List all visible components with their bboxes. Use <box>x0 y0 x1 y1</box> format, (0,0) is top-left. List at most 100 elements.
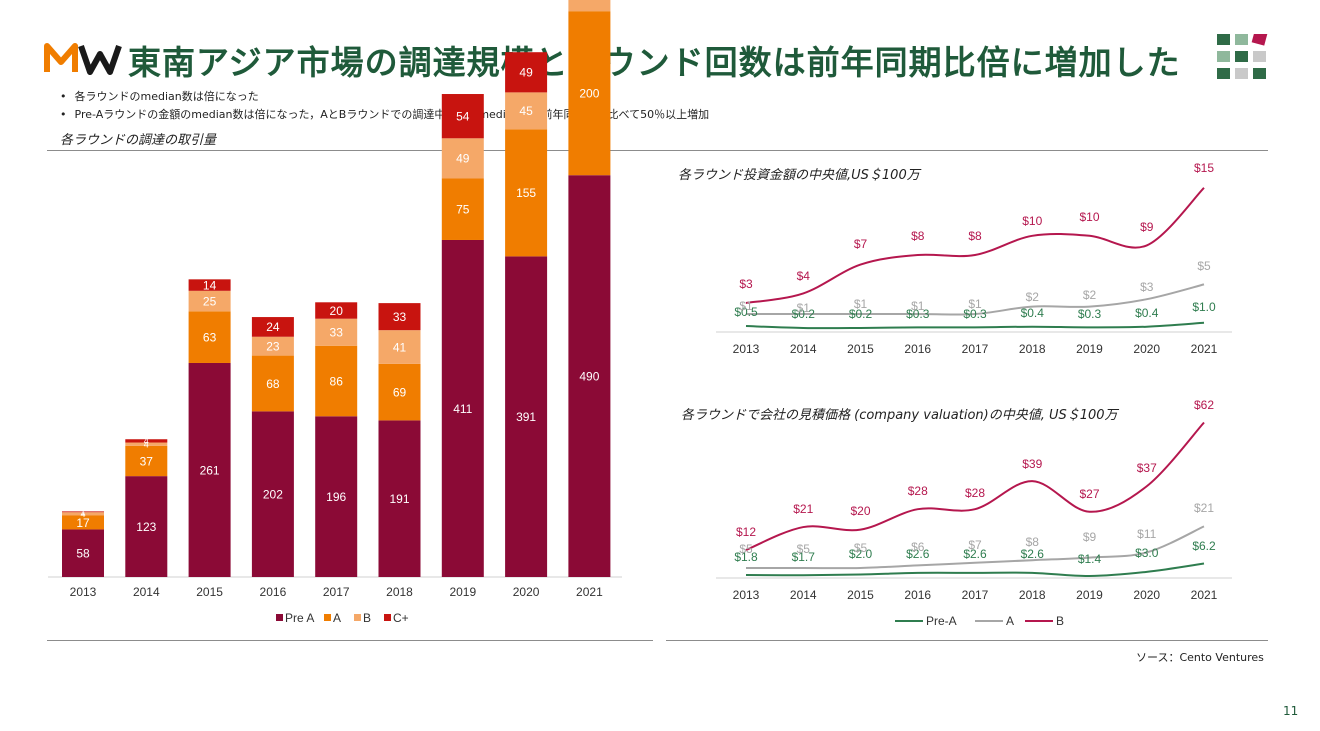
bullet-2: Pre-Aラウンドの金額のmedian数は倍になった，AとBラウンドでの調達中央… <box>60 106 710 122</box>
bar-pre-a-2018 <box>378 420 421 577</box>
data-label: $3.0 <box>1135 546 1159 560</box>
bar-value-label: 23 <box>266 339 280 353</box>
bar-value-label: 33 <box>330 326 344 340</box>
bar-pre-a-2017 <box>315 416 358 577</box>
bar-b-2018 <box>378 330 421 364</box>
data-label: $2.6 <box>906 547 930 561</box>
data-label: $1.4 <box>1078 552 1102 566</box>
data-label: $15 <box>1194 161 1214 175</box>
divider-bottom-right <box>666 640 1268 641</box>
bar-value-label: 14 <box>203 278 217 292</box>
bar-value-label: 200 <box>579 87 599 101</box>
x-tick-label: 2020 <box>1133 588 1160 602</box>
data-label: $2.0 <box>849 547 873 561</box>
data-label: $6.2 <box>1192 539 1216 553</box>
bar-a-2020 <box>505 129 548 257</box>
data-label: $11 <box>1137 527 1156 541</box>
grid-logo-icon <box>1217 34 1268 79</box>
bar-value-label: 45 <box>519 104 533 118</box>
data-label: $21 <box>793 502 813 516</box>
bar-value-label: 33 <box>393 310 407 324</box>
x-tick-label: 2021 <box>1191 588 1218 602</box>
x-tick-label: 2015 <box>847 342 874 356</box>
bar-x-tick-label: 2019 <box>449 585 476 599</box>
legend-label: B <box>363 611 371 625</box>
bar-x-tick-label: 2020 <box>513 585 540 599</box>
bar-value-label: 20 <box>330 304 344 318</box>
data-label: $7 <box>854 237 868 251</box>
data-label: $7 <box>968 538 982 552</box>
data-label: $37 <box>1137 461 1157 475</box>
data-label: $10 <box>1079 210 1099 224</box>
data-label: $0.3 <box>906 307 930 321</box>
bar-value-label: 54 <box>456 109 470 123</box>
bar-cplus-2014 <box>125 439 168 443</box>
x-tick-label: 2019 <box>1076 588 1103 602</box>
legend-label: B <box>1056 614 1064 628</box>
bar-b-2016 <box>251 336 294 356</box>
bar-b-2021 <box>568 0 611 12</box>
divider-top <box>47 150 1268 151</box>
legend-label: A <box>1006 614 1014 628</box>
bar-a-2021 <box>568 11 611 176</box>
x-tick-label: 2020 <box>1133 342 1160 356</box>
bar-cplus-2020 <box>505 52 548 93</box>
data-label: $0.3 <box>1078 307 1102 321</box>
bar-cplus-2013 <box>62 511 104 513</box>
bar-value-label: 49 <box>519 66 533 80</box>
data-label: $1 <box>911 299 925 313</box>
bar-b-2019 <box>441 138 484 179</box>
data-label: $8 <box>911 229 925 243</box>
bar-value-label: 1 <box>80 507 85 517</box>
x-tick-label: 2018 <box>1019 342 1046 356</box>
bar-pre-a-2020 <box>505 256 548 577</box>
data-label: $5 <box>1197 259 1211 273</box>
data-label: $1.8 <box>734 550 758 564</box>
data-label: $8 <box>1026 535 1040 549</box>
bar-b-2017 <box>315 318 358 346</box>
bar-value-label: 196 <box>326 490 346 504</box>
data-label: $3 <box>1140 280 1154 294</box>
data-label: $1 <box>968 297 982 311</box>
data-label: $10 <box>1022 214 1042 228</box>
bar-value-label: 155 <box>516 186 536 200</box>
legend-swatch <box>276 614 283 621</box>
data-label: $5 <box>854 541 868 555</box>
data-label: $1.7 <box>792 550 816 564</box>
bar-value-label: 4 <box>144 436 149 446</box>
bar-value-label: 202 <box>263 488 283 502</box>
bar-value-label: 63 <box>203 330 217 344</box>
bar-x-tick-label: 2018 <box>386 585 413 599</box>
bar-chart-title: 各ラウンドの調達の取引量 <box>60 133 217 148</box>
data-label: $1 <box>797 301 811 315</box>
bar-pre-a-2013 <box>62 529 104 577</box>
bar-value-label: 490 <box>579 369 599 383</box>
bar-value-label: 391 <box>516 410 536 424</box>
bar-a-2014 <box>125 445 168 477</box>
bar-x-tick-label: 2016 <box>260 585 287 599</box>
bar-a-2013 <box>62 515 104 530</box>
page-number: 11 <box>1283 704 1299 718</box>
data-label: $9 <box>1083 530 1097 544</box>
data-label: $6 <box>911 540 925 554</box>
series-line-b <box>745 187 1205 304</box>
bar-pre-a-2015 <box>188 362 231 577</box>
data-label: $0.2 <box>849 307 873 321</box>
data-label: $8 <box>968 229 982 243</box>
data-label: $2.6 <box>963 547 987 561</box>
x-tick-label: 2014 <box>790 588 817 602</box>
legend-swatch <box>324 614 331 621</box>
bar-cplus-2018 <box>378 303 421 331</box>
divider-bottom-left <box>47 640 653 641</box>
x-tick-label: 2016 <box>904 588 931 602</box>
legend-label: A <box>333 611 341 625</box>
legend-swatch <box>384 614 391 621</box>
data-label: $2 <box>1026 290 1040 304</box>
data-label: $2.6 <box>1021 547 1045 561</box>
bar-value-label: 123 <box>136 520 156 534</box>
data-label: $1.0 <box>1192 300 1216 314</box>
legend-swatch <box>354 614 361 621</box>
line-chart-1-title: 各ラウンド投資金額の中央値,US＄100万 <box>678 168 920 183</box>
data-label: $1 <box>739 299 753 313</box>
data-label: $21 <box>1194 501 1214 515</box>
